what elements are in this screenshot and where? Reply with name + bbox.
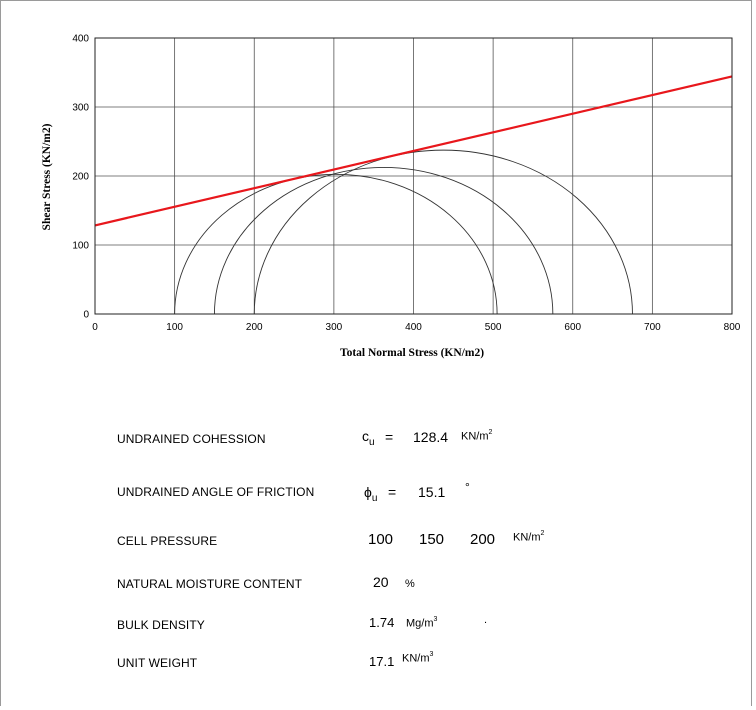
mohr-circle bbox=[213, 166, 554, 315]
mohr-circle bbox=[174, 174, 498, 315]
plot-border bbox=[94, 37, 733, 315]
x-axis-label: Total Normal Stress (KN/m2) bbox=[340, 347, 484, 359]
y-tick-label: 400 bbox=[72, 34, 89, 45]
mohr-circle-chart: 0 100 200 300 400 500 600 700 800 0100200300400 … bbox=[41, 34, 741, 360]
x-tick-label: 600 bbox=[564, 322, 581, 333]
y-axis-label: Shear Stress (KN/m2) bbox=[41, 123, 53, 230]
x-tick-label: 400 bbox=[405, 322, 422, 333]
envelope-line bbox=[94, 75, 733, 227]
y-tick-label: 200 bbox=[72, 172, 89, 183]
x-tick-label: 200 bbox=[246, 322, 263, 333]
x-tick-labels: 0 100 200 300 400 500 600 700 800 bbox=[92, 322, 741, 333]
x-tick-label: 800 bbox=[724, 322, 741, 333]
plot-frame bbox=[94, 37, 733, 315]
grid-lines bbox=[95, 38, 732, 314]
failure-envelope bbox=[94, 75, 733, 227]
y-tick-label: 0 bbox=[83, 310, 89, 321]
y-tick-labels: 0 100 200 300 400 bbox=[72, 34, 89, 321]
y-tick-label: 100 bbox=[72, 241, 89, 252]
mohr-circle bbox=[253, 149, 633, 315]
x-tick-label: 700 bbox=[644, 322, 661, 333]
y-tick-label: 300 bbox=[72, 103, 89, 114]
x-tick-label: 500 bbox=[485, 322, 502, 333]
x-tick-label: 100 bbox=[166, 322, 183, 333]
mohr-circles bbox=[174, 149, 633, 315]
x-tick-label: 0 bbox=[92, 322, 98, 333]
x-tick-label: 300 bbox=[326, 322, 343, 333]
